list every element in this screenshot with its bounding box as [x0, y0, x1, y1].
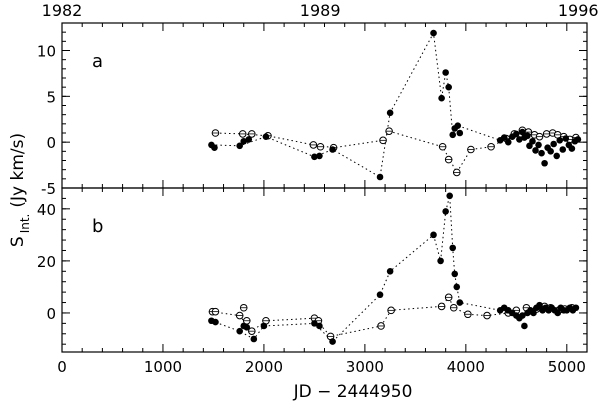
x-tick-label: 0 — [57, 358, 67, 376]
data-point-filled — [453, 283, 461, 291]
x-tick-label: 1000 — [144, 358, 182, 376]
data-point-filled — [550, 140, 557, 148]
panel-b: 0 20 40 b — [37, 187, 588, 353]
x-tick-label: 3000 — [346, 358, 384, 376]
data-point-filled — [451, 270, 459, 278]
data-point-filled — [504, 138, 512, 146]
data-point-filled — [529, 137, 536, 145]
data-point-filled — [454, 122, 462, 129]
data-point-filled — [236, 327, 243, 335]
data-point-filled — [568, 145, 576, 152]
data-point-filled — [516, 136, 523, 143]
data-point-filled — [449, 244, 457, 252]
top-axis-label-1: 1982 — [42, 1, 83, 20]
data-point-filled — [260, 322, 268, 330]
data-point-filled — [553, 152, 561, 160]
data-point-filled — [316, 322, 323, 330]
data-point-filled — [556, 137, 564, 144]
y-axis-label: S Int. (Jy km/s) — [8, 133, 32, 247]
data-point-filled — [316, 152, 323, 160]
top-axis-label-3: 1996 — [558, 1, 599, 20]
panel-a: -5 0 5 10 a — [37, 22, 588, 198]
data-point-filled — [519, 128, 526, 136]
x-axis-title: JD − 2444950 — [293, 382, 413, 401]
data-point-filled — [236, 142, 243, 150]
data-point-filled — [541, 159, 548, 167]
data-point-filled — [250, 335, 258, 343]
data-point-filled — [442, 208, 449, 215]
data-point-filled — [519, 312, 526, 319]
data-point-filled — [211, 144, 218, 151]
data-point-filled — [212, 318, 219, 326]
series-filled-line — [211, 31, 501, 178]
y-axis-label-unit: (Jy km/s) — [8, 133, 28, 208]
y-tick-label: 40 — [37, 201, 56, 219]
data-point-filled — [376, 173, 384, 181]
data-point-filled — [559, 146, 567, 153]
data-point-filled — [532, 147, 539, 154]
data-point-filled — [240, 137, 248, 145]
data-point-filled — [449, 131, 457, 139]
top-axis-label-2: 1989 — [300, 1, 341, 20]
data-point-filled — [430, 231, 437, 239]
data-point-filled — [456, 129, 464, 137]
data-point-filled — [386, 268, 394, 275]
data-point-filled — [386, 109, 394, 117]
y-tick-label: 5 — [46, 88, 56, 106]
data-point-filled — [535, 141, 542, 149]
x-tick-label: 5000 — [548, 358, 586, 376]
y-tick-label: 10 — [37, 43, 56, 61]
y-tick-label: 0 — [46, 305, 56, 323]
data-point-filled — [536, 301, 543, 309]
data-point-filled — [500, 134, 508, 141]
data-point-filled — [456, 299, 464, 306]
data-point-filled — [562, 135, 570, 142]
y-axis-label-sub: Int. — [18, 214, 32, 234]
data-point-filled — [437, 257, 444, 265]
data-point-filled — [513, 130, 520, 138]
data-point-filled — [446, 192, 453, 200]
data-point-filled — [438, 94, 445, 102]
data-point-filled — [262, 133, 270, 140]
data-point-filled — [329, 338, 336, 345]
data-point-filled — [554, 309, 562, 317]
panel-frame — [61, 22, 588, 189]
data-point-filled — [521, 322, 528, 330]
data-point-filled — [376, 291, 384, 299]
data-point-filled — [442, 69, 449, 76]
data-point-filled — [572, 304, 580, 312]
series-filled-line — [211, 195, 501, 343]
panel-label: a — [92, 51, 103, 72]
data-point-filled — [574, 136, 582, 143]
data-point-filled — [311, 320, 318, 327]
data-point-filled — [445, 83, 452, 91]
data-point-filled — [329, 146, 336, 153]
panel-frame — [61, 187, 588, 353]
y-tick-label: 0 — [46, 134, 56, 152]
data-point-filled — [524, 132, 531, 140]
data-point-filled — [430, 29, 437, 37]
y-axis-label-main: S — [8, 236, 28, 247]
data-point-filled — [245, 136, 253, 143]
panel-label: b — [92, 216, 103, 237]
x-tick-label: 4000 — [447, 358, 485, 376]
data-point-filled — [547, 148, 554, 155]
data-point-filled — [530, 309, 537, 317]
data-point-filled — [538, 149, 545, 157]
data-point-filled — [243, 323, 251, 331]
y-tick-label: -5 — [41, 180, 56, 198]
x-tick-label: 2000 — [245, 358, 283, 376]
data-point-filled — [311, 153, 318, 161]
series-open-line — [212, 296, 509, 337]
series-open-line — [215, 130, 507, 174]
y-tick-label: 20 — [37, 253, 56, 271]
